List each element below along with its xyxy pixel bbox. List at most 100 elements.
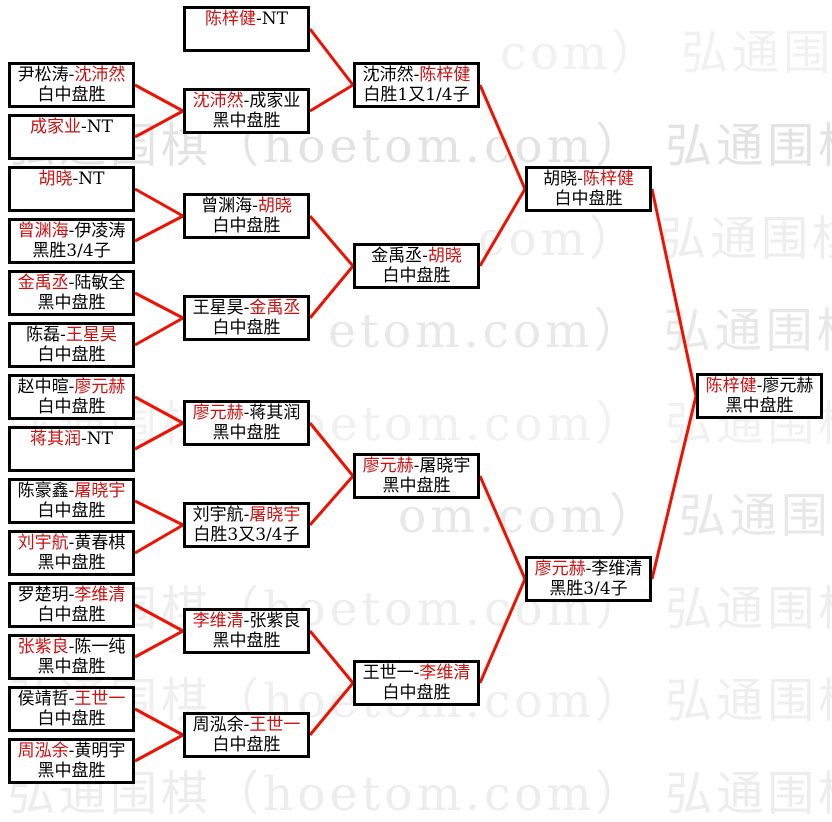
player-name: 陈梓健 bbox=[205, 9, 257, 29]
bracket-line bbox=[134, 291, 184, 320]
match-box: 周泓余-黄明宇 黑中盘胜 bbox=[8, 738, 135, 784]
bracket-line bbox=[134, 109, 184, 139]
match-players: 陈梓健-廖元赫 bbox=[699, 376, 820, 396]
dash: - bbox=[68, 585, 75, 605]
match-box: 成家业-NT bbox=[8, 114, 135, 160]
player-name: 罗楚玥 bbox=[17, 585, 69, 605]
player-name: 刘宇航 bbox=[192, 505, 244, 525]
match-box: 廖元赫-蒋其润 黑中盘胜 bbox=[183, 400, 310, 446]
bracket-line bbox=[134, 733, 184, 763]
bracket-line bbox=[308, 475, 355, 526]
player-name: 屠晓宇 bbox=[74, 481, 126, 501]
match-box: 蒋其润-NT bbox=[8, 426, 135, 472]
player-name: 陆敏全 bbox=[74, 273, 126, 293]
match-box: 陈梓健-廖元赫 黑中盘胜 bbox=[696, 373, 823, 419]
match-players: 曾渊海-胡晓 bbox=[186, 196, 307, 216]
match-box: 王世一-李维清 白中盘胜 bbox=[353, 660, 480, 706]
player-name: NT bbox=[78, 169, 105, 189]
match-result: 白中盘胜 bbox=[212, 735, 281, 755]
match-box: 曾渊海-伊凌涛 黑胜3/4子 bbox=[8, 218, 135, 264]
bracket-line bbox=[134, 707, 184, 737]
match-result bbox=[11, 137, 132, 157]
match-players: 尹松涛-沈沛然 bbox=[11, 65, 132, 85]
player-name: 成家业 bbox=[30, 117, 82, 137]
player-name: 胡晓 bbox=[427, 246, 462, 266]
match-box: 王星昊-金禹丞 白中盘胜 bbox=[183, 295, 310, 341]
match-players: 廖元赫-李维清 bbox=[528, 559, 649, 579]
player-name: 黄明宇 bbox=[74, 741, 126, 761]
match-players: 胡晓-陈梓健 bbox=[528, 169, 649, 189]
match-players: 刘宇航-屠晓宇 bbox=[186, 505, 307, 525]
match-result: 白中盘胜 bbox=[37, 397, 106, 417]
player-name: 李维清 bbox=[419, 663, 471, 683]
match-players: 周泓余-黄明宇 bbox=[11, 741, 132, 761]
match-players: 成家业-NT bbox=[11, 117, 132, 137]
bracket-line bbox=[308, 28, 355, 86]
match-players: 周泓余-王世一 bbox=[186, 715, 307, 735]
dash: - bbox=[68, 377, 75, 397]
match-players: 胡晓-NT bbox=[11, 169, 132, 189]
match-box: 刘宇航-黄春棋 黑中盘胜 bbox=[8, 530, 135, 576]
dash: - bbox=[68, 273, 75, 293]
bracket-line bbox=[134, 187, 184, 218]
match-result: 白胜3又3/4子 bbox=[193, 525, 300, 545]
player-name: 屠晓宇 bbox=[249, 505, 301, 525]
match-players: 侯靖哲-王世一 bbox=[11, 689, 132, 709]
match-result: 白中盘胜 bbox=[37, 605, 106, 625]
bracket-line bbox=[308, 422, 355, 477]
dash: - bbox=[243, 715, 250, 735]
match-players: 金禹丞-陆敏全 bbox=[11, 273, 132, 293]
match-players: 沈沛然-陈梓健 bbox=[356, 65, 477, 85]
match-box: 陈豪鑫-屠晓宇 白中盘胜 bbox=[8, 478, 135, 524]
player-name: 蒋其润 bbox=[249, 403, 301, 423]
match-players: 赵中暄-廖元赫 bbox=[11, 377, 132, 397]
match-players: 张紫良-陈一纯 bbox=[11, 637, 132, 657]
dash: - bbox=[68, 637, 75, 657]
bracket-line bbox=[308, 682, 355, 736]
dash: - bbox=[252, 196, 258, 216]
match-players: 李维清-张紫良 bbox=[186, 611, 307, 631]
dash: - bbox=[422, 246, 428, 266]
match-players: 陈梓健-NT bbox=[186, 9, 307, 29]
match-box: 李维清-张紫良 黑中盘胜 bbox=[183, 608, 310, 654]
player-name: 王世一 bbox=[362, 663, 414, 683]
match-result: 黑中盘胜 bbox=[725, 396, 794, 416]
bracket-line bbox=[478, 188, 527, 267]
match-players: 王世一-李维清 bbox=[356, 663, 477, 683]
match-result: 白中盘胜 bbox=[382, 266, 451, 286]
player-name: 王世一 bbox=[249, 715, 301, 735]
match-players: 金禹丞-胡晓 bbox=[356, 246, 477, 266]
player-name: 曾渊海 bbox=[17, 221, 69, 241]
dash: - bbox=[68, 741, 75, 761]
bracket-line bbox=[134, 421, 184, 451]
dash: - bbox=[81, 429, 87, 449]
match-box: 张紫良-陈一纯 黑中盘胜 bbox=[8, 634, 135, 680]
match-result: 白中盘胜 bbox=[212, 216, 281, 236]
bracket-line bbox=[308, 630, 355, 684]
dash: - bbox=[68, 689, 75, 709]
dash: - bbox=[72, 169, 79, 189]
dash: - bbox=[756, 376, 763, 396]
player-name: 沈沛然 bbox=[192, 91, 244, 111]
match-box: 赵中暄-廖元赫 白中盘胜 bbox=[8, 374, 135, 420]
dash: - bbox=[68, 533, 75, 553]
match-players: 刘宇航-黄春棋 bbox=[11, 533, 132, 553]
match-box: 沈沛然-成家业 黑中盘胜 bbox=[183, 88, 310, 134]
match-result: 白中盘胜 bbox=[37, 345, 106, 365]
player-name: NT bbox=[261, 9, 288, 29]
match-result: 黑胜3/4子 bbox=[549, 579, 628, 599]
match-box: 尹松涛-沈沛然 白中盘胜 bbox=[8, 62, 135, 108]
match-box: 侯靖哲-王世一 白中盘胜 bbox=[8, 686, 135, 732]
player-name: 侯靖哲 bbox=[17, 689, 69, 709]
match-result: 黑中盘胜 bbox=[212, 631, 281, 651]
match-result bbox=[11, 449, 132, 469]
player-name: 李维清 bbox=[192, 611, 244, 631]
match-result: 黑中盘胜 bbox=[212, 423, 281, 443]
dash: - bbox=[585, 559, 592, 579]
bracket-line bbox=[134, 499, 184, 527]
player-name: 陈一纯 bbox=[74, 637, 126, 657]
match-players: 蒋其润-NT bbox=[11, 429, 132, 449]
player-name: 成家业 bbox=[249, 91, 301, 111]
player-name: 王世一 bbox=[74, 689, 126, 709]
player-name: 胡晓 bbox=[257, 196, 292, 216]
